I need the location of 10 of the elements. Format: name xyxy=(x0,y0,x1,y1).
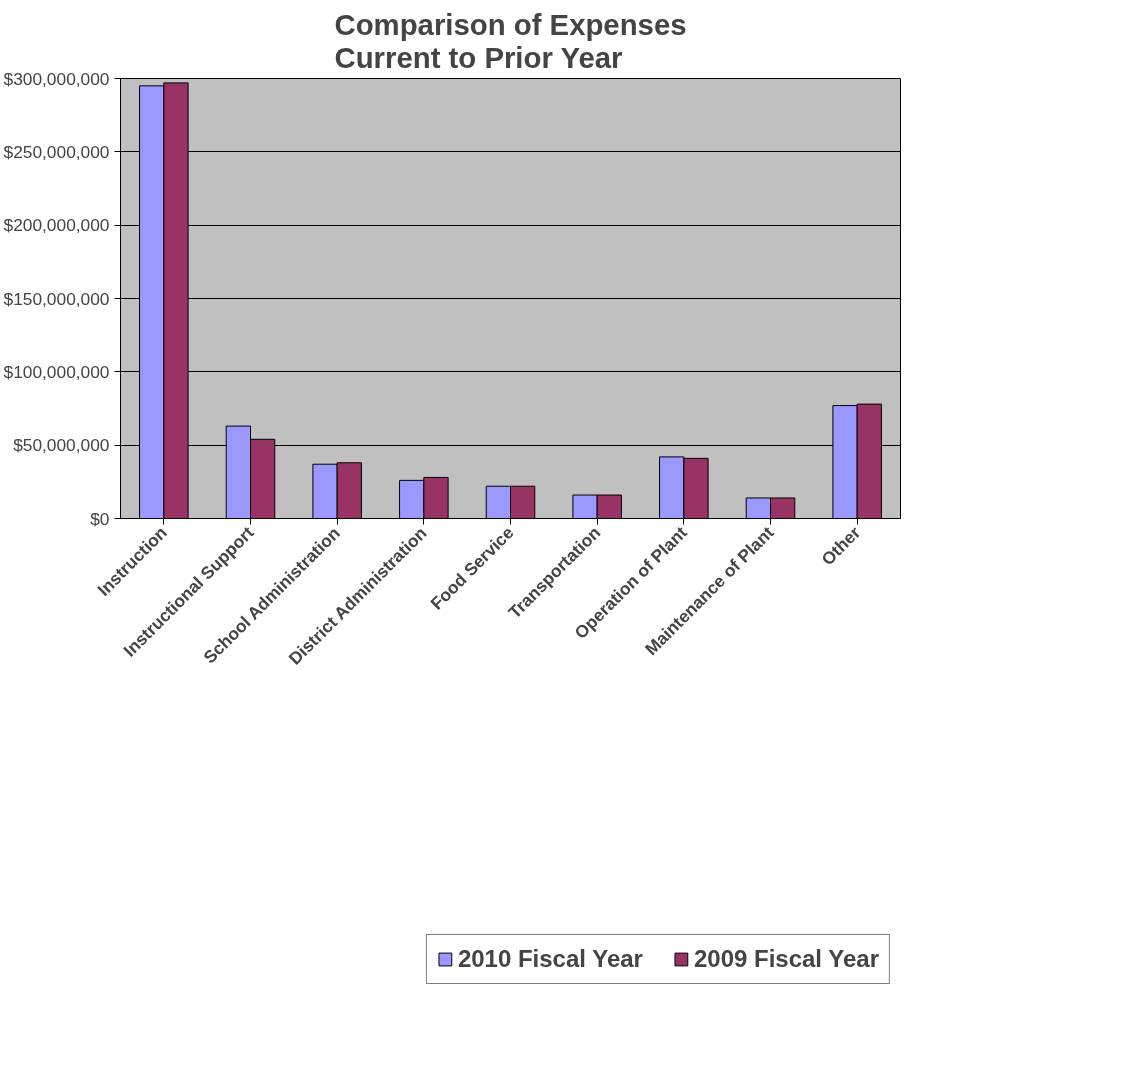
legend-label: 2009 Fiscal Year xyxy=(693,945,879,973)
y-tick-label: $250,000,000 xyxy=(3,141,110,162)
y-tick-label: $150,000,000 xyxy=(3,288,110,309)
y-tick-label: $0 xyxy=(90,508,110,529)
chart-title: Comparison of Expenses Current to Prior Year xyxy=(334,7,687,74)
y-tick-label: $100,000,000 xyxy=(3,361,110,382)
y-tick-label: $200,000,000 xyxy=(3,215,110,236)
y-tick-label: $300,000,000 xyxy=(3,68,110,89)
legend-label: 2010 Fiscal Year xyxy=(457,945,643,973)
y-tick-label: $50,000,000 xyxy=(13,435,110,456)
